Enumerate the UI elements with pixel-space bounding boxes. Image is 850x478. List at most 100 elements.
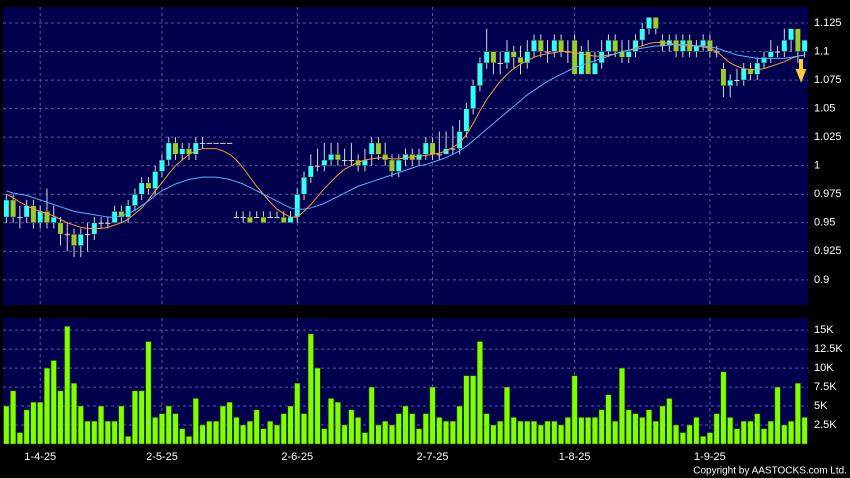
volume-bar xyxy=(483,413,490,445)
candle-body xyxy=(348,159,355,161)
volume-bar xyxy=(172,413,179,445)
volume-bar xyxy=(612,420,619,445)
volume-bar xyxy=(720,371,727,445)
candle-body xyxy=(767,51,774,58)
volume-bar xyxy=(348,409,355,445)
volume-bar xyxy=(578,417,585,445)
candle-body xyxy=(646,17,652,29)
candle-body xyxy=(328,154,335,161)
volume-bar xyxy=(531,420,537,445)
volume-bar xyxy=(91,420,98,445)
candle-body xyxy=(220,142,226,144)
volume-bar xyxy=(727,417,734,445)
volume-bar xyxy=(625,409,632,445)
volume-bar xyxy=(233,417,240,445)
candle-body xyxy=(118,211,125,218)
volume-bar xyxy=(64,326,71,445)
candle-body xyxy=(368,142,375,155)
volume-bar xyxy=(111,420,118,445)
volume-bar xyxy=(524,420,531,445)
candle-body xyxy=(416,154,422,161)
candle-body xyxy=(429,142,436,155)
candle-body xyxy=(64,234,70,236)
volume-bar xyxy=(551,420,558,445)
y-tick-label: 0.975 xyxy=(814,188,842,200)
candle-body xyxy=(165,142,172,161)
volume-bar xyxy=(213,420,220,445)
candle-body xyxy=(172,142,179,155)
volume-bar xyxy=(98,405,105,445)
y-tick-label: 1.075 xyxy=(814,74,842,86)
volume-bar xyxy=(375,424,382,445)
candle-body xyxy=(761,56,767,64)
volume-bar xyxy=(3,405,10,445)
candle-body xyxy=(605,39,612,52)
candle-body xyxy=(450,148,456,150)
candle-body xyxy=(490,51,497,64)
candle-body xyxy=(483,51,490,64)
volume-bar xyxy=(416,428,422,445)
volume-bar xyxy=(409,413,416,445)
y-tick-label: 1.1 xyxy=(814,45,829,57)
candle-body xyxy=(382,154,389,161)
y-tick-label: 0.925 xyxy=(814,245,842,257)
candle-body xyxy=(706,39,713,52)
candle-body xyxy=(71,233,77,246)
candle-body xyxy=(497,62,503,64)
volume-bar xyxy=(294,383,301,445)
volume-bar xyxy=(84,420,91,445)
candle-body xyxy=(253,217,260,219)
volume-bar xyxy=(389,424,395,445)
candle-body xyxy=(10,199,17,218)
volume-bar xyxy=(761,428,767,445)
volume-bar xyxy=(706,432,713,445)
candle-body xyxy=(740,68,747,81)
candle-body xyxy=(558,39,565,52)
x-tick-label: 1-4-25 xyxy=(24,451,56,463)
volume-bar xyxy=(544,420,551,445)
volume-bar xyxy=(307,333,314,445)
volume-bar xyxy=(463,375,470,445)
volume-bar xyxy=(57,390,64,445)
volume-bar xyxy=(260,428,267,445)
candle-body xyxy=(720,68,727,87)
plot-layer: 1.125 1.1 1.075 1.05 1.025 1 0.975 0.95 0.925 0.9… xyxy=(3,7,843,463)
candle-body xyxy=(788,28,795,41)
candle-body xyxy=(274,217,280,219)
volume-bar xyxy=(131,390,138,445)
candle-body xyxy=(544,51,551,53)
candle-body xyxy=(138,182,145,195)
candle-body xyxy=(693,45,700,52)
x-tick-label: 2-5-25 xyxy=(146,451,178,463)
candle-body xyxy=(44,211,50,224)
candle-body xyxy=(510,51,517,58)
volume-bar xyxy=(402,405,409,445)
volume-bar xyxy=(652,420,659,445)
y-tick-label: 12.5K xyxy=(814,343,843,355)
volume-bar xyxy=(598,409,605,445)
candle-body xyxy=(23,205,30,218)
volume-bar xyxy=(165,405,172,445)
volume-bar xyxy=(632,413,639,445)
volume-bar xyxy=(334,402,341,445)
candle-body xyxy=(159,159,165,172)
volume-bar xyxy=(794,383,801,445)
y-tick-label: 1.05 xyxy=(814,103,835,115)
candle-body xyxy=(422,142,429,155)
candle-body xyxy=(673,39,680,52)
volume-bar xyxy=(274,424,280,445)
volume-bar xyxy=(152,417,159,445)
candle-body xyxy=(145,182,152,189)
volume-bar xyxy=(104,420,111,445)
volume-bar xyxy=(240,424,247,445)
candle-body xyxy=(125,205,132,218)
candle-body xyxy=(260,216,267,224)
volume-bar xyxy=(666,398,673,445)
volume-bar xyxy=(591,417,598,445)
volume-bar xyxy=(179,428,186,445)
volume-bar xyxy=(443,420,450,445)
volume-bar xyxy=(605,394,612,445)
candle-body xyxy=(747,68,754,75)
volume-bar xyxy=(781,424,788,445)
candle-body xyxy=(571,39,578,75)
